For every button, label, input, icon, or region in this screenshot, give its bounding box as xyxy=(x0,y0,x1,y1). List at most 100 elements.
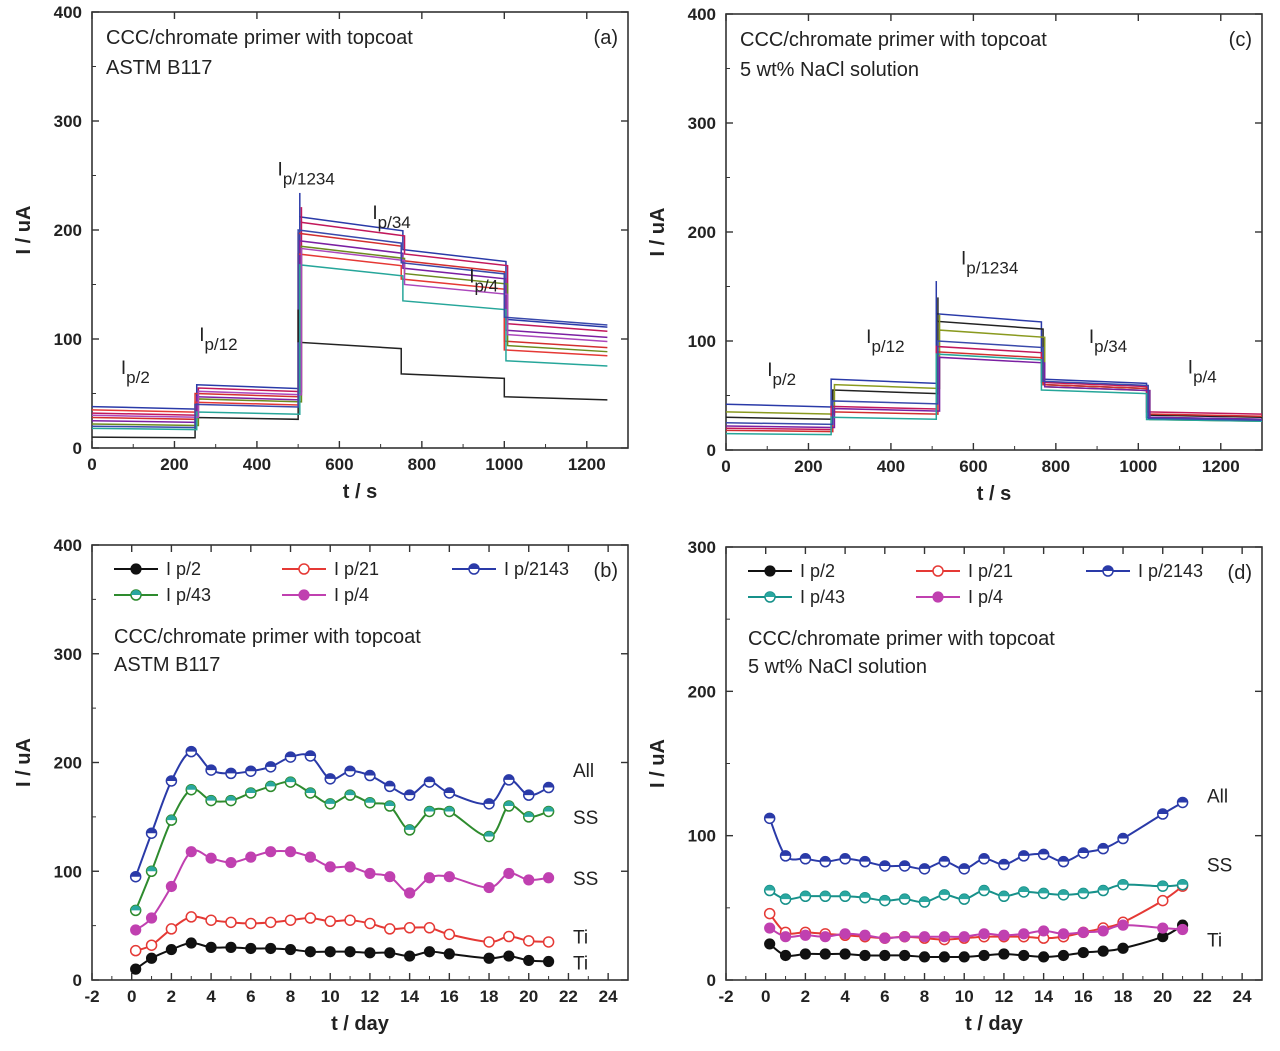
step-annotation: Ip/12 xyxy=(866,327,904,356)
data-point xyxy=(839,948,851,960)
y-tick-label: 200 xyxy=(688,223,716,242)
data-point xyxy=(1038,951,1050,963)
data-point xyxy=(503,800,515,812)
data-point xyxy=(443,805,456,818)
x-tick-label: 8 xyxy=(920,987,929,1006)
series-tag: All xyxy=(573,761,594,782)
annotation-sub: p/1234 xyxy=(283,170,335,189)
data-point-half xyxy=(879,895,890,901)
x-tick-label: 22 xyxy=(559,987,578,1006)
data-point xyxy=(1018,850,1030,862)
x-tick-label: 6 xyxy=(246,987,255,1006)
data-point xyxy=(324,915,336,928)
data-point xyxy=(145,912,158,924)
data-point xyxy=(165,923,178,935)
data-point xyxy=(899,949,911,962)
panel-description: 5 wt% NaCl solution xyxy=(748,656,927,678)
step-annotation: Ip/12 xyxy=(199,325,237,354)
data-point-half xyxy=(959,894,970,900)
data-point xyxy=(1097,842,1109,855)
data-point xyxy=(1097,925,1109,937)
legend-marker xyxy=(130,563,142,575)
data-point xyxy=(819,890,832,903)
data-point-half xyxy=(998,859,1009,865)
data-point xyxy=(403,922,416,934)
data-point xyxy=(145,827,158,839)
data-point xyxy=(1077,847,1090,859)
data-point xyxy=(304,750,317,762)
x-tick-label: 800 xyxy=(1042,457,1070,476)
data-point xyxy=(779,931,792,943)
trace-run7 xyxy=(92,253,608,413)
series-tag: Ti xyxy=(573,954,588,975)
step-annotation: Ip/4 xyxy=(469,266,498,295)
data-point xyxy=(324,798,336,810)
data-point xyxy=(958,931,970,943)
data-point xyxy=(129,870,142,883)
data-point xyxy=(1156,894,1169,907)
y-tick-label: 0 xyxy=(707,971,716,990)
y-tick-label: 200 xyxy=(54,754,82,773)
data-point xyxy=(978,949,990,962)
legend-entry: I p/4 xyxy=(916,587,1003,607)
data-point xyxy=(503,867,515,880)
y-tick-label: 400 xyxy=(688,5,716,24)
data-point xyxy=(1057,928,1070,940)
trace-run6 xyxy=(726,356,1262,429)
data-point xyxy=(245,765,257,777)
data-point xyxy=(225,856,237,869)
legend-label: I p/2143 xyxy=(1138,561,1203,581)
data-point-half xyxy=(764,885,775,891)
data-point xyxy=(364,796,376,809)
data-point xyxy=(799,853,812,865)
data-point xyxy=(1038,925,1050,937)
data-point xyxy=(938,951,950,963)
panel-label: (c) xyxy=(1229,29,1252,51)
legend-label: I p/4 xyxy=(968,587,1003,607)
data-point-half xyxy=(130,871,141,877)
data-point-half xyxy=(245,766,256,772)
series-tag: SS xyxy=(573,869,598,890)
data-point-half xyxy=(444,787,455,793)
data-point-half xyxy=(840,853,851,859)
legend-marker-half xyxy=(131,590,141,595)
x-tick-label: 16 xyxy=(1074,987,1093,1006)
data-point xyxy=(1097,884,1109,897)
data-point xyxy=(763,907,776,920)
x-axis-label: t / s xyxy=(343,481,377,503)
data-point-half xyxy=(305,787,316,793)
data-point-half xyxy=(503,774,514,780)
data-point xyxy=(205,794,217,807)
data-point-half xyxy=(1078,847,1089,853)
step-annotation: Ip/2 xyxy=(767,360,796,389)
data-point xyxy=(1117,832,1129,845)
data-point xyxy=(423,872,436,884)
data-point xyxy=(225,916,237,929)
data-point-half xyxy=(130,905,141,911)
x-axis-label: t / day xyxy=(331,1013,390,1035)
data-point xyxy=(443,948,455,960)
data-point xyxy=(938,931,950,943)
x-axis-label: t / s xyxy=(977,483,1011,505)
data-point xyxy=(799,890,812,903)
annotation-main: I xyxy=(121,358,126,379)
data-point xyxy=(958,951,970,963)
x-tick-label: 14 xyxy=(1034,987,1053,1006)
legend-marker xyxy=(932,591,944,603)
data-point xyxy=(503,774,515,786)
legend-marker xyxy=(130,589,142,601)
data-point-half xyxy=(939,889,950,895)
plot-frame-b xyxy=(91,544,629,981)
data-point xyxy=(185,911,198,923)
plot-area-b xyxy=(129,745,555,975)
trace-run1 xyxy=(726,312,1262,421)
data-point xyxy=(324,773,336,785)
legend-marker xyxy=(932,565,944,577)
data-point xyxy=(245,787,257,799)
panel-label: (d) xyxy=(1228,562,1252,584)
annotation-sub: p/34 xyxy=(1094,337,1127,356)
data-point xyxy=(859,855,871,868)
data-point-half xyxy=(345,766,356,772)
